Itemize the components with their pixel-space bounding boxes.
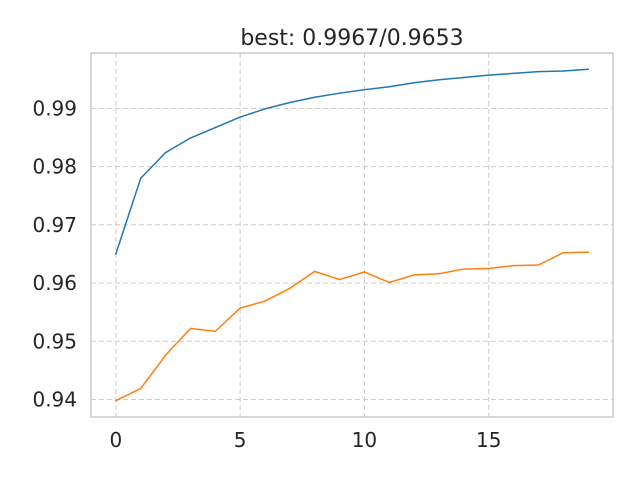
series-0-point-18 xyxy=(562,70,565,72)
series-1-point-0 xyxy=(115,399,117,402)
series-0-point-5 xyxy=(239,116,241,118)
series-0-point-17 xyxy=(537,70,540,73)
series-0-points xyxy=(115,68,589,255)
series-0-point-12 xyxy=(413,81,415,84)
series-1-point-12 xyxy=(413,274,415,276)
x-tick-label-1: 5 xyxy=(234,428,247,452)
series-0-point-9 xyxy=(338,92,341,94)
series-1-point-16 xyxy=(512,264,515,267)
series-1-point-15 xyxy=(487,267,490,270)
series-0-point-1 xyxy=(139,177,142,180)
series-1-point-6 xyxy=(264,300,266,302)
series-0-point-15 xyxy=(487,74,490,76)
series-1-point-11 xyxy=(388,281,391,284)
series-0-point-14 xyxy=(463,76,465,79)
series-0-point-7 xyxy=(289,101,291,104)
y-axis-ticks: 0.94 0.95 0.96 0.97 0.98 0.99 xyxy=(32,96,77,411)
series-1-point-17 xyxy=(537,264,540,266)
series-0-point-10 xyxy=(363,88,366,91)
series-0-point-11 xyxy=(388,85,391,88)
series-1-point-8 xyxy=(313,270,316,273)
series-1-points xyxy=(115,251,589,402)
x-tick-label-2: 10 xyxy=(352,428,377,452)
series-1-point-4 xyxy=(214,330,217,333)
series-1-point-9 xyxy=(338,278,341,281)
x-axis-ticks: 0 5 10 15 xyxy=(109,428,501,452)
series-1-point-14 xyxy=(463,268,465,270)
y-tick-label-3: 0.97 xyxy=(32,213,77,237)
series-0-point-19 xyxy=(587,68,589,71)
y-tick-label-5: 0.99 xyxy=(32,96,77,120)
y-tick-label-4: 0.98 xyxy=(32,155,77,179)
series-0-point-6 xyxy=(264,108,266,110)
x-tick-label-3: 15 xyxy=(476,428,501,452)
series-1-point-7 xyxy=(289,287,291,290)
series-line-1 xyxy=(114,251,589,402)
x-tick-label-0: 0 xyxy=(109,428,122,452)
series-0-point-2 xyxy=(164,151,167,154)
y-tick-label-1: 0.95 xyxy=(32,329,77,353)
series-1-point-13 xyxy=(438,272,440,275)
chart-title: best: 0.9967/0.9653 xyxy=(240,26,463,51)
series-line-0 xyxy=(114,68,589,255)
series-0-point-0 xyxy=(115,253,117,255)
series-0-point-13 xyxy=(438,78,440,81)
series-0-point-16 xyxy=(512,72,515,75)
series-0-point-4 xyxy=(214,126,217,129)
series-1-point-10 xyxy=(363,271,366,273)
y-tick-label-2: 0.96 xyxy=(32,271,77,295)
series-1-point-2 xyxy=(164,354,167,357)
series-0-point-3 xyxy=(189,137,192,139)
series-lines xyxy=(114,68,589,402)
plot-frame xyxy=(90,52,614,418)
series-1-point-5 xyxy=(239,307,241,309)
series-1-point-1 xyxy=(139,387,142,390)
series-1-point-18 xyxy=(562,251,565,254)
y-tick-label-0: 0.94 xyxy=(32,388,77,412)
grid xyxy=(91,53,613,417)
series-0-point-8 xyxy=(313,96,316,99)
series-1-point-19 xyxy=(587,251,589,253)
series-1-point-3 xyxy=(189,327,192,330)
